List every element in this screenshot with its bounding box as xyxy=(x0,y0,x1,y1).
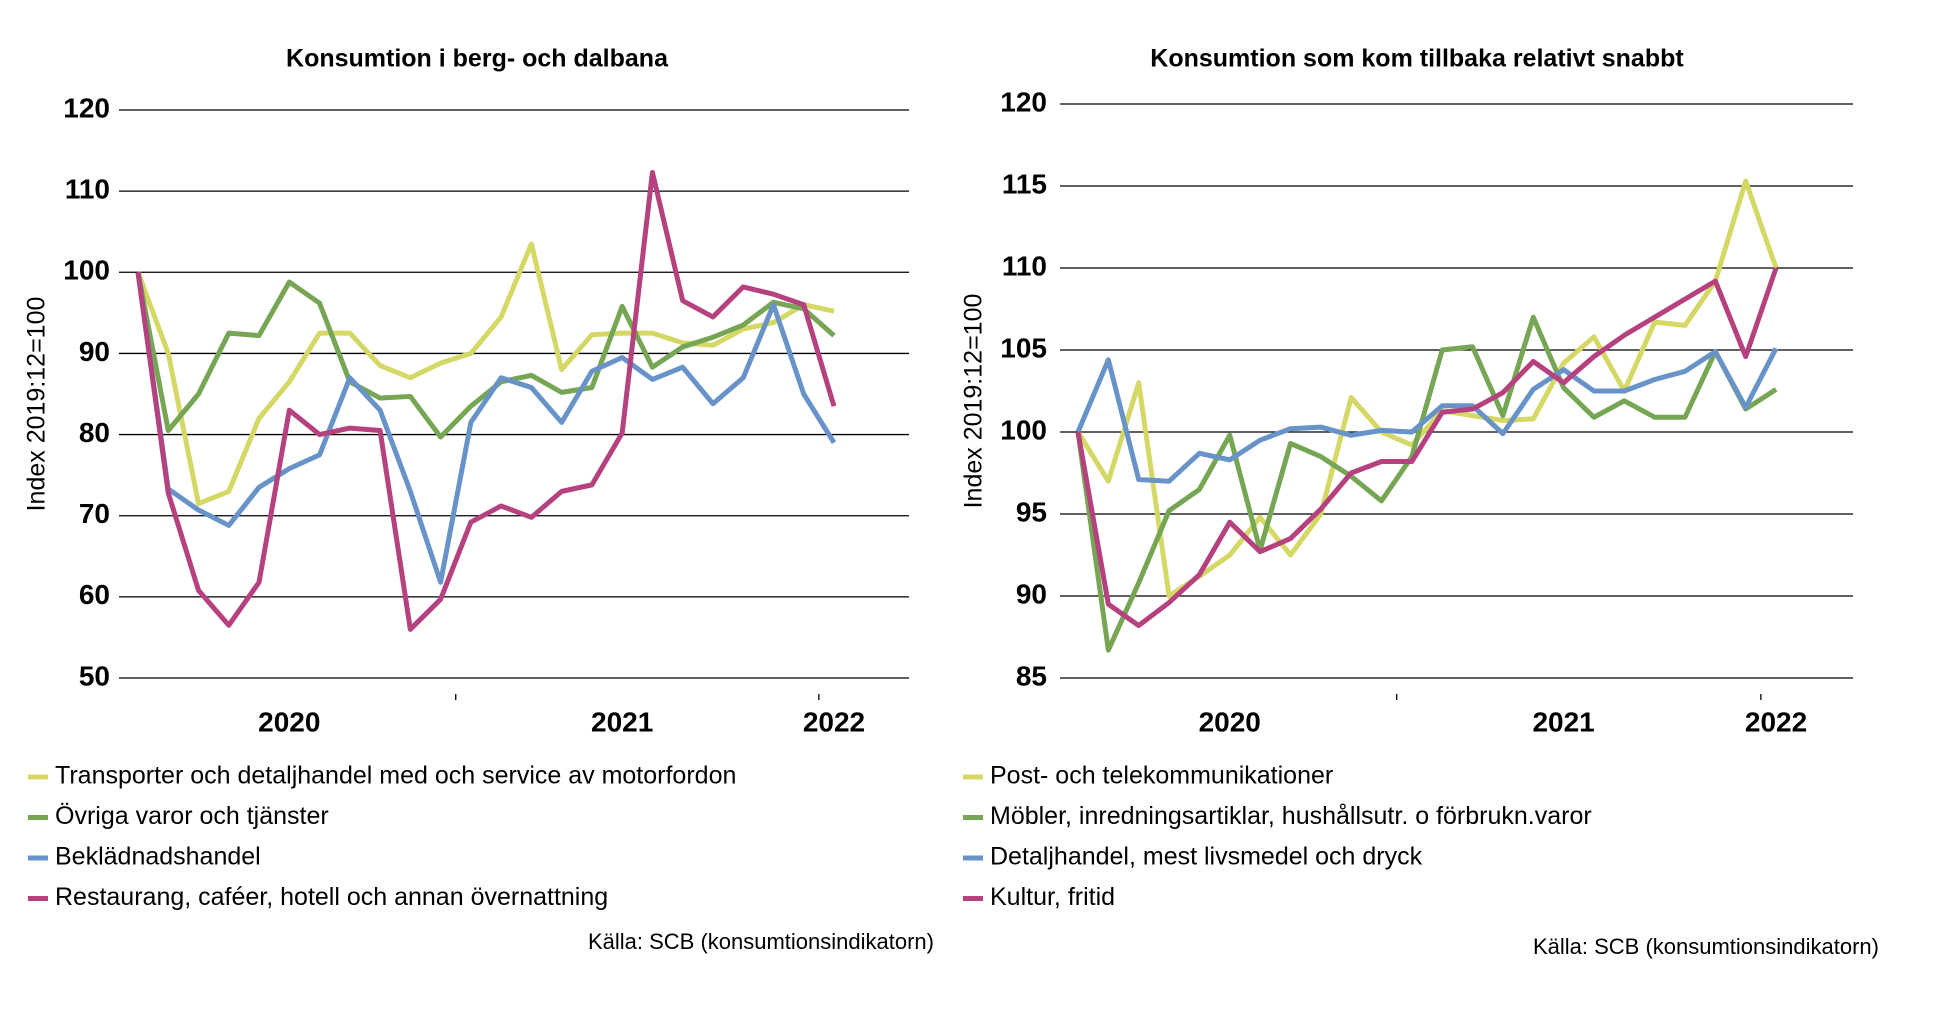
y-tick-label: 60 xyxy=(79,579,110,610)
legend-label: Kultur, fritid xyxy=(990,883,1115,911)
y-tick-label: 85 xyxy=(1016,660,1047,691)
chart-title: Konsumtion som kom tillbaka relativt sna… xyxy=(1150,45,1684,73)
y-tick-label: 100 xyxy=(1000,414,1047,445)
y-tick-label: 120 xyxy=(1000,86,1047,117)
y-tick-label: 105 xyxy=(1000,332,1047,363)
chart-title: Konsumtion i berg- och dalbana xyxy=(286,45,669,73)
series-line xyxy=(135,271,836,440)
legend-label: Beklädnadshandel xyxy=(55,843,261,871)
y-tick-label: 115 xyxy=(1002,168,1047,199)
y-tick-label: 90 xyxy=(1016,578,1047,609)
x-tick-label: 2020 xyxy=(258,706,320,737)
source-note: Källa: SCB (konsumtionsindikatorn) xyxy=(588,929,934,954)
legend-label: Möbler, inredningsartiklar, hushållsutr.… xyxy=(990,802,1592,830)
series-line xyxy=(135,169,837,632)
series-line xyxy=(1075,314,1778,653)
y-tick-label: 50 xyxy=(79,660,110,691)
y-axis-title: Index 2019:12=100 xyxy=(23,297,51,512)
series-line xyxy=(135,241,835,507)
legend-label: Detaljhandel, mest livsmedel och dryck xyxy=(990,843,1423,871)
x-tick-label: 2022 xyxy=(1745,706,1807,737)
y-tick-label: 120 xyxy=(63,92,110,123)
series-line xyxy=(135,271,837,585)
y-tick-label: 95 xyxy=(1016,496,1047,527)
x-tick-label: 2021 xyxy=(591,706,653,737)
series-line xyxy=(1075,347,1779,484)
x-tick-label: 2021 xyxy=(1532,706,1594,737)
source-note: Källa: SCB (konsumtionsindikatorn) xyxy=(1533,934,1879,959)
y-tick-label: 100 xyxy=(63,255,110,286)
legend-label: Övriga varor och tjänster xyxy=(55,802,329,830)
legend-label: Transporter och detaljhandel med och ser… xyxy=(55,762,736,790)
y-tick-label: 80 xyxy=(79,417,110,448)
y-axis-title: Index 2019:12=100 xyxy=(960,294,988,509)
legend-label: Post- och telekommunikationer xyxy=(990,762,1333,790)
y-tick-label: 90 xyxy=(79,336,110,367)
x-tick-label: 2022 xyxy=(803,706,865,737)
y-tick-label: 70 xyxy=(79,498,110,529)
series-line xyxy=(1075,178,1779,599)
series-line xyxy=(1075,267,1779,629)
legend-label: Restaurang, caféer, hotell och annan öve… xyxy=(55,883,608,911)
x-tick-label: 2020 xyxy=(1199,706,1261,737)
y-tick-label: 110 xyxy=(1002,250,1047,281)
y-tick-label: 110 xyxy=(65,174,110,205)
